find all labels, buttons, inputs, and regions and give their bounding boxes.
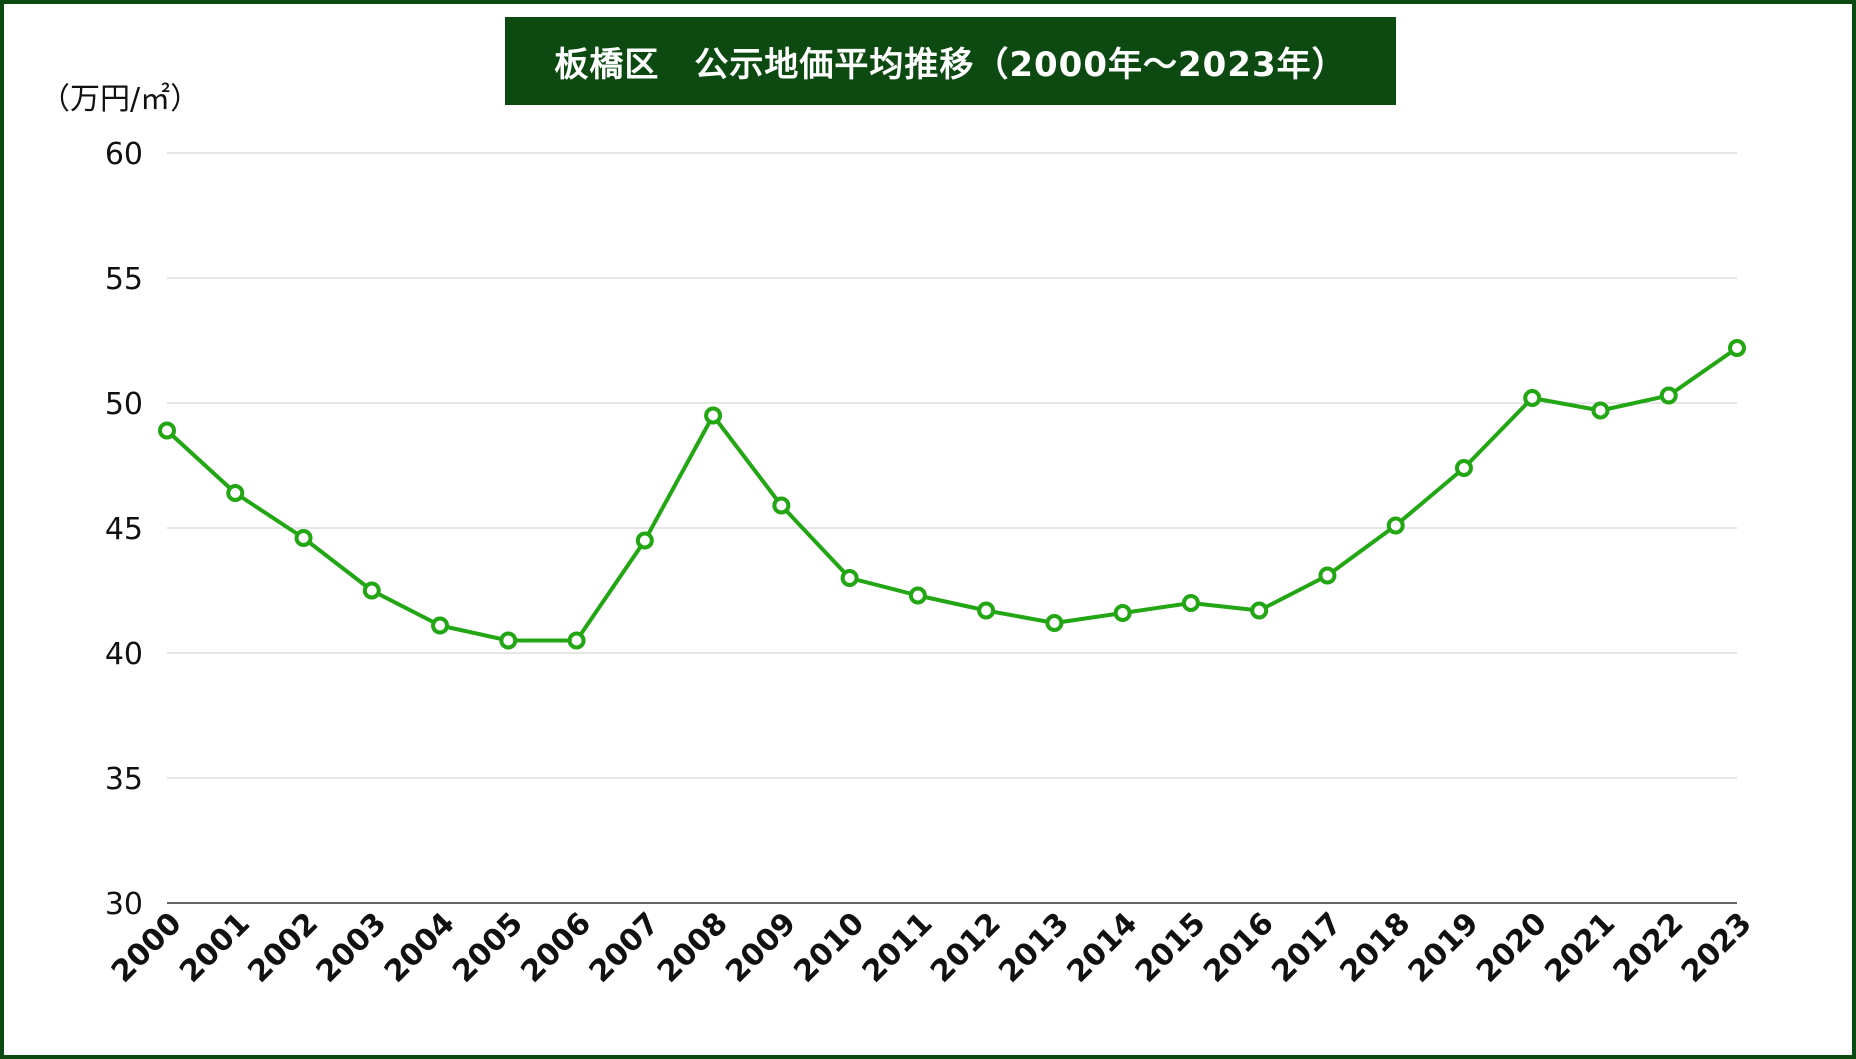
x-tick-label: 2010 <box>787 906 871 990</box>
data-point <box>977 601 996 620</box>
data-point <box>840 569 859 587</box>
data-point <box>567 631 586 650</box>
x-tick-label: 2021 <box>1538 906 1622 990</box>
y-tick-label: 35 <box>105 762 143 797</box>
x-tick-label: 2014 <box>1061 906 1145 990</box>
y-axis-unit-label: （万円/㎡） <box>40 82 201 117</box>
data-point <box>1318 566 1337 585</box>
x-tick-label: 2004 <box>378 906 462 990</box>
x-tick-label: 2002 <box>241 906 325 990</box>
x-tick-label: 2019 <box>1402 906 1486 990</box>
data-point <box>772 496 791 515</box>
x-tick-label: 2012 <box>924 906 1008 990</box>
point-layer <box>158 339 1746 650</box>
data-point <box>908 586 927 605</box>
data-point <box>1591 401 1610 420</box>
y-tick-label: 55 <box>105 262 143 297</box>
data-point <box>1659 386 1678 405</box>
data-point <box>1113 604 1132 622</box>
data-point <box>1454 459 1473 477</box>
data-point <box>499 631 518 650</box>
x-tick-label: 2005 <box>446 906 530 990</box>
data-point <box>431 616 450 635</box>
x-tick-label: 2017 <box>1265 906 1349 990</box>
y-tick-labels: 30 35 40 45 50 55 60 <box>105 137 143 922</box>
data-point <box>1386 516 1405 535</box>
data-point <box>362 581 381 600</box>
y-tick-label: 40 <box>105 637 143 672</box>
x-tick-label: 2020 <box>1470 906 1554 990</box>
x-tick-label: 2013 <box>992 906 1076 990</box>
grid-layer <box>167 152 1737 904</box>
x-tick-label: 2011 <box>856 906 940 990</box>
data-point <box>1250 601 1269 620</box>
y-tick-label: 60 <box>105 137 143 172</box>
x-tick-label: 2015 <box>1129 906 1213 990</box>
x-tick-label: 2023 <box>1675 906 1759 990</box>
chart-title: 板橋区 公示地価平均推移（2000年〜2023年） <box>505 17 1396 105</box>
x-tick-label: 2007 <box>583 906 667 990</box>
x-tick-label: 2016 <box>1197 906 1281 990</box>
data-point <box>635 531 654 550</box>
x-tick-label: 2022 <box>1607 906 1691 990</box>
series-line <box>165 346 1739 643</box>
data-point <box>704 406 723 425</box>
data-point <box>1728 339 1746 357</box>
x-tick-label: 2001 <box>173 906 257 990</box>
x-tick-label: 2009 <box>719 906 803 990</box>
data-point <box>1045 614 1064 632</box>
x-tick-label: 2008 <box>651 906 735 990</box>
data-point <box>1181 594 1200 612</box>
y-tick-label: 45 <box>105 512 143 547</box>
y-tick-label: 50 <box>105 387 143 422</box>
series-layer <box>165 346 1739 643</box>
data-point <box>158 421 176 440</box>
x-tick-labels: 2000200120022003200420052006200720082009… <box>105 906 1759 990</box>
data-point <box>226 484 245 502</box>
data-point <box>294 529 313 547</box>
x-tick-label: 2018 <box>1334 906 1418 990</box>
y-tick-label: 30 <box>105 887 143 922</box>
x-tick-label: 2006 <box>514 906 598 990</box>
x-tick-label: 2003 <box>310 906 394 990</box>
data-point <box>1523 389 1542 407</box>
